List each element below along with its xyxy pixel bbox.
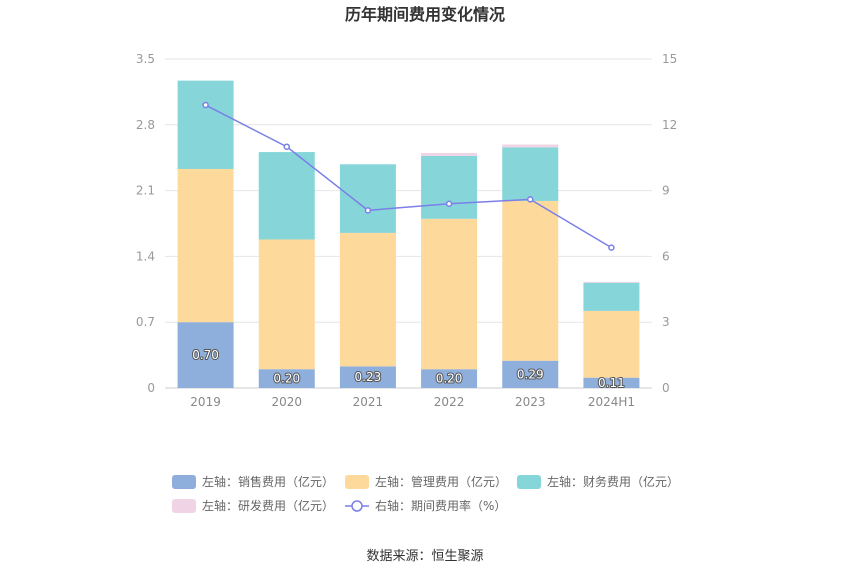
bar-segment (502, 144, 559, 148)
bar-segment (421, 153, 478, 156)
bar-segment (583, 310, 640, 378)
right-axis: 0 3 6 9 12 15 (662, 52, 677, 395)
data-label: 0.29 (517, 367, 544, 381)
x-tick-label: 2021 (353, 395, 384, 409)
data-label: 0.23 (355, 370, 382, 384)
bar-segment (177, 322, 234, 388)
bar-segment (502, 200, 559, 361)
bar-segment (583, 282, 640, 311)
left-tick-label: 3.5 (136, 52, 155, 66)
legend-swatch (172, 475, 196, 489)
right-tick-label: 3 (662, 315, 670, 329)
bar-segment (339, 366, 396, 388)
legend-label: 左轴：管理费用（亿元） (375, 474, 507, 489)
right-tick-label: 15 (662, 52, 677, 66)
rate-point (527, 196, 534, 203)
source-note: 数据来源：恒生聚源 (366, 549, 483, 564)
legend-swatch (345, 475, 369, 489)
left-tick-label: 1.4 (136, 249, 155, 263)
x-tick-label: 2022 (434, 395, 465, 409)
x-tick-label: 2023 (515, 395, 546, 409)
bar-segment (502, 360, 559, 388)
bar-segment (421, 218, 478, 370)
right-tick-label: 6 (662, 249, 670, 263)
legend: 左轴：销售费用（亿元） 左轴：管理费用（亿元） 左轴：财务费用（亿元） 左轴：研发费用… (172, 474, 679, 513)
data-label: 0.20 (273, 372, 300, 386)
rate-line (202, 101, 615, 251)
x-tick-label: 2020 (271, 395, 302, 409)
right-tick-label: 12 (662, 118, 677, 132)
legend-label: 左轴：研发费用（亿元） (202, 498, 334, 513)
legend-marker (351, 500, 363, 512)
bars (177, 80, 640, 388)
left-tick-label: 2.1 (136, 184, 155, 198)
chart-title: 历年期间费用变化情况 (345, 5, 505, 24)
rate-line-path (205, 104, 612, 249)
bar-segment (177, 168, 234, 323)
data-label: 0.20 (436, 372, 463, 386)
bar-segment (583, 281, 640, 283)
x-tick-label: 2024H1 (588, 395, 635, 409)
right-tick-label: 0 (662, 381, 670, 395)
bar-segment (339, 164, 396, 233)
rate-point (364, 207, 372, 214)
bar-segment (177, 80, 234, 169)
rate-point (445, 200, 453, 208)
bar-segment (258, 239, 315, 370)
legend-swatch (172, 499, 196, 513)
legend-label: 右轴：期间费用率（%） (375, 498, 506, 513)
bar-segment (339, 232, 396, 367)
x-axis: 2019 2020 2021 2022 2023 2024H1 (190, 395, 635, 409)
bar-segment (583, 377, 640, 388)
legend-label: 左轴：销售费用（亿元） (202, 474, 334, 489)
left-tick-label: 0.7 (136, 315, 155, 329)
right-tick-label: 9 (662, 184, 670, 198)
bar-segment (258, 152, 315, 240)
bar-segment (502, 147, 559, 201)
left-tick-label: 0 (147, 381, 155, 395)
data-label: 0.11 (598, 376, 625, 390)
x-tick-label: 2019 (190, 395, 221, 409)
grid (165, 58, 652, 389)
bar-segment (421, 155, 478, 219)
left-tick-label: 2.8 (136, 118, 155, 132)
legend-swatch (517, 475, 541, 489)
legend-label: 左轴：财务费用（亿元） (547, 474, 679, 489)
left-axis: 0 0.7 1.4 2.1 2.8 3.5 (136, 52, 155, 395)
rate-point (202, 101, 209, 109)
bar-labels: 0.70 0.20 0.23 0.20 0.29 0.11 (191, 347, 626, 391)
data-label: 0.70 (192, 348, 219, 362)
rate-point (608, 244, 615, 251)
bar-segment (421, 369, 478, 388)
bar-segment (258, 369, 315, 388)
rate-point (283, 143, 290, 150)
